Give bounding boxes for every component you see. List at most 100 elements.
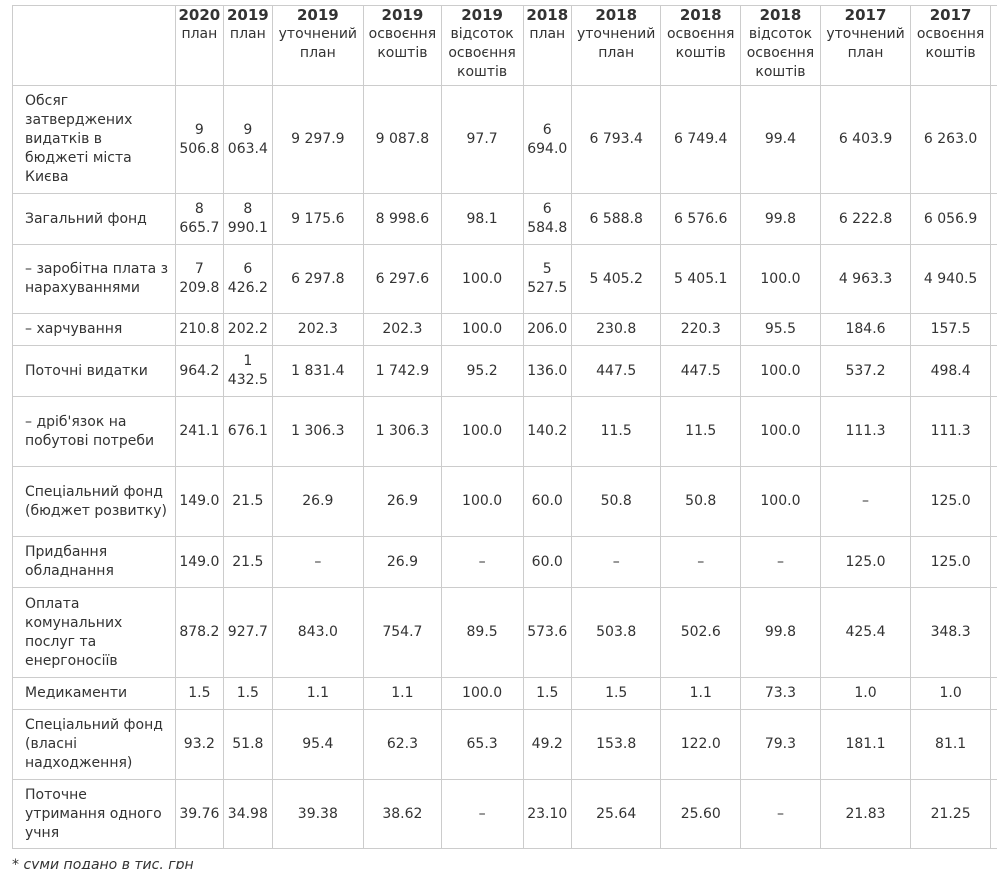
header-cell: 2019 відсоток освоєння коштів [440,5,524,86]
header-year: 2018 [759,6,802,24]
value-cell: 754.7 [363,587,442,678]
value-cell: 100.0 [440,244,524,314]
value-cell: 1.1 [363,677,442,710]
value-cell: 573.6 [522,587,573,678]
row-label: Загальний фонд [12,193,176,245]
value-cell: 23.10 [522,779,573,849]
header-label: план [529,26,566,42]
value-cell: – [989,779,997,849]
value-cell: – [570,536,662,588]
value-cell: 181.1 [819,709,912,780]
value-cell: 9 087.8 [363,85,442,194]
value-cell: 50.8 [660,466,742,537]
value-cell: 6 297.6 [363,244,442,314]
value-cell: 21.5 [223,466,273,537]
row-label: Придбання обладнання [12,536,176,588]
row-label: Поточні видатки [12,345,176,397]
value-cell: 122.0 [660,709,742,780]
header-label: уточнений план [826,26,905,61]
header-cell: 2017відсоток освоєння коштів [989,5,997,86]
header-cell: 2019 уточнений план [271,5,365,86]
value-cell: 1 742.9 [363,345,442,397]
value-cell: 8 990.1 [223,193,273,245]
value-cell: 1.5 [522,677,573,710]
value-cell: 220.3 [660,313,742,346]
value-cell: 39.76 [174,779,225,849]
value-cell: 6 584.8 [522,193,573,245]
value-cell: 447.5 [570,345,662,397]
header-cell: 2020 план [174,5,225,86]
header-label: освоєння коштів [368,26,437,61]
value-cell: 98.1 [440,193,524,245]
value-cell: 202.2 [223,313,273,346]
value-cell: – [440,536,524,588]
value-cell: 60.0 [522,536,573,588]
value-cell: 99.8 [740,193,821,245]
value-cell: 230.8 [570,313,662,346]
value-cell: 425.4 [819,587,912,678]
value-cell: 81.1 [910,709,991,780]
value-cell: 26.9 [363,466,442,537]
value-cell: 95.4 [271,709,365,780]
value-cell: 676.1 [223,396,273,467]
table-row: Обсяг затверджених видатків в бюджеті мі… [12,85,997,194]
value-cell: 1.0 [910,677,991,710]
value-cell: 537.2 [819,345,912,397]
value-cell: 9 063.4 [223,85,273,194]
header-label: уточнений план [278,26,358,61]
value-cell: 99.5 [989,244,997,314]
header-cell: 2018 освоєння коштів [660,5,742,86]
value-cell: 9 175.6 [271,193,365,245]
header-cell: 2018 уточнений план [570,5,662,86]
value-cell: 4 940.5 [910,244,991,314]
value-cell: 95.2 [440,345,524,397]
value-cell: 100.0 [740,396,821,467]
value-cell: 65.3 [440,709,524,780]
value-cell: 11.5 [660,396,742,467]
value-cell: 9 506.8 [174,85,225,194]
table-row: Поточні видатки 964.2 1 432.5 1 831.4 1 742.… [12,345,997,397]
value-cell: 99.4 [740,85,821,194]
header-year: 2020 [178,6,221,24]
budget-table: 2020 план 2019 план 2019 уточнений план 2019 ос… [12,5,997,849]
value-cell: 25.60 [660,779,742,849]
value-cell: 202.3 [271,313,365,346]
header-label: відсоток освоєння коштів [746,26,815,80]
value-cell: 125.0 [910,536,991,588]
row-label: Поточне утримання одного учня [12,779,176,849]
header-cell: 2018 план [522,5,573,86]
value-cell: 348.3 [910,587,991,678]
value-cell: 62.3 [363,709,442,780]
value-cell: 153.8 [570,709,662,780]
value-cell: – [440,779,524,849]
value-cell: – [271,536,365,588]
value-cell: 210.8 [174,313,225,346]
value-cell: 100.0 [989,677,997,710]
table-row: Медикаменти 1.5 1.5 1.1 1.1 100.0 1.5 1.5 1.1 73.… [12,677,997,710]
value-cell: 6 403.9 [819,85,912,194]
value-cell: 100.0 [440,677,524,710]
table-row: – харчування 210.8 202.2 202.3 202.3 100.0 206… [12,313,997,346]
header-year: 2019 [226,6,269,24]
value-cell: 38.62 [363,779,442,849]
value-cell: 26.9 [271,466,365,537]
value-cell: 60.0 [522,466,573,537]
value-cell: 1.5 [570,677,662,710]
value-cell: 95.5 [740,313,821,346]
value-cell: 964.2 [174,345,225,397]
header-year: 2018 [526,6,569,24]
value-cell: 125.0 [910,466,991,537]
value-cell: 25.64 [570,779,662,849]
value-cell: 39.38 [271,779,365,849]
header-year: 2019 [461,6,503,24]
value-cell: 125.0 [819,536,912,588]
table-row: – дріб'язок на побутові потреби 241.1 676.… [12,396,997,467]
value-cell: 149.0 [174,536,225,588]
value-cell: 21.25 [910,779,991,849]
value-cell: 1.1 [271,677,365,710]
value-cell: 1.0 [819,677,912,710]
header-label: план [229,26,266,42]
header-year: 2019 [381,6,424,24]
table-row: Придбання обладнання 149.0 21.5–26.9–60.0–… [12,536,997,588]
